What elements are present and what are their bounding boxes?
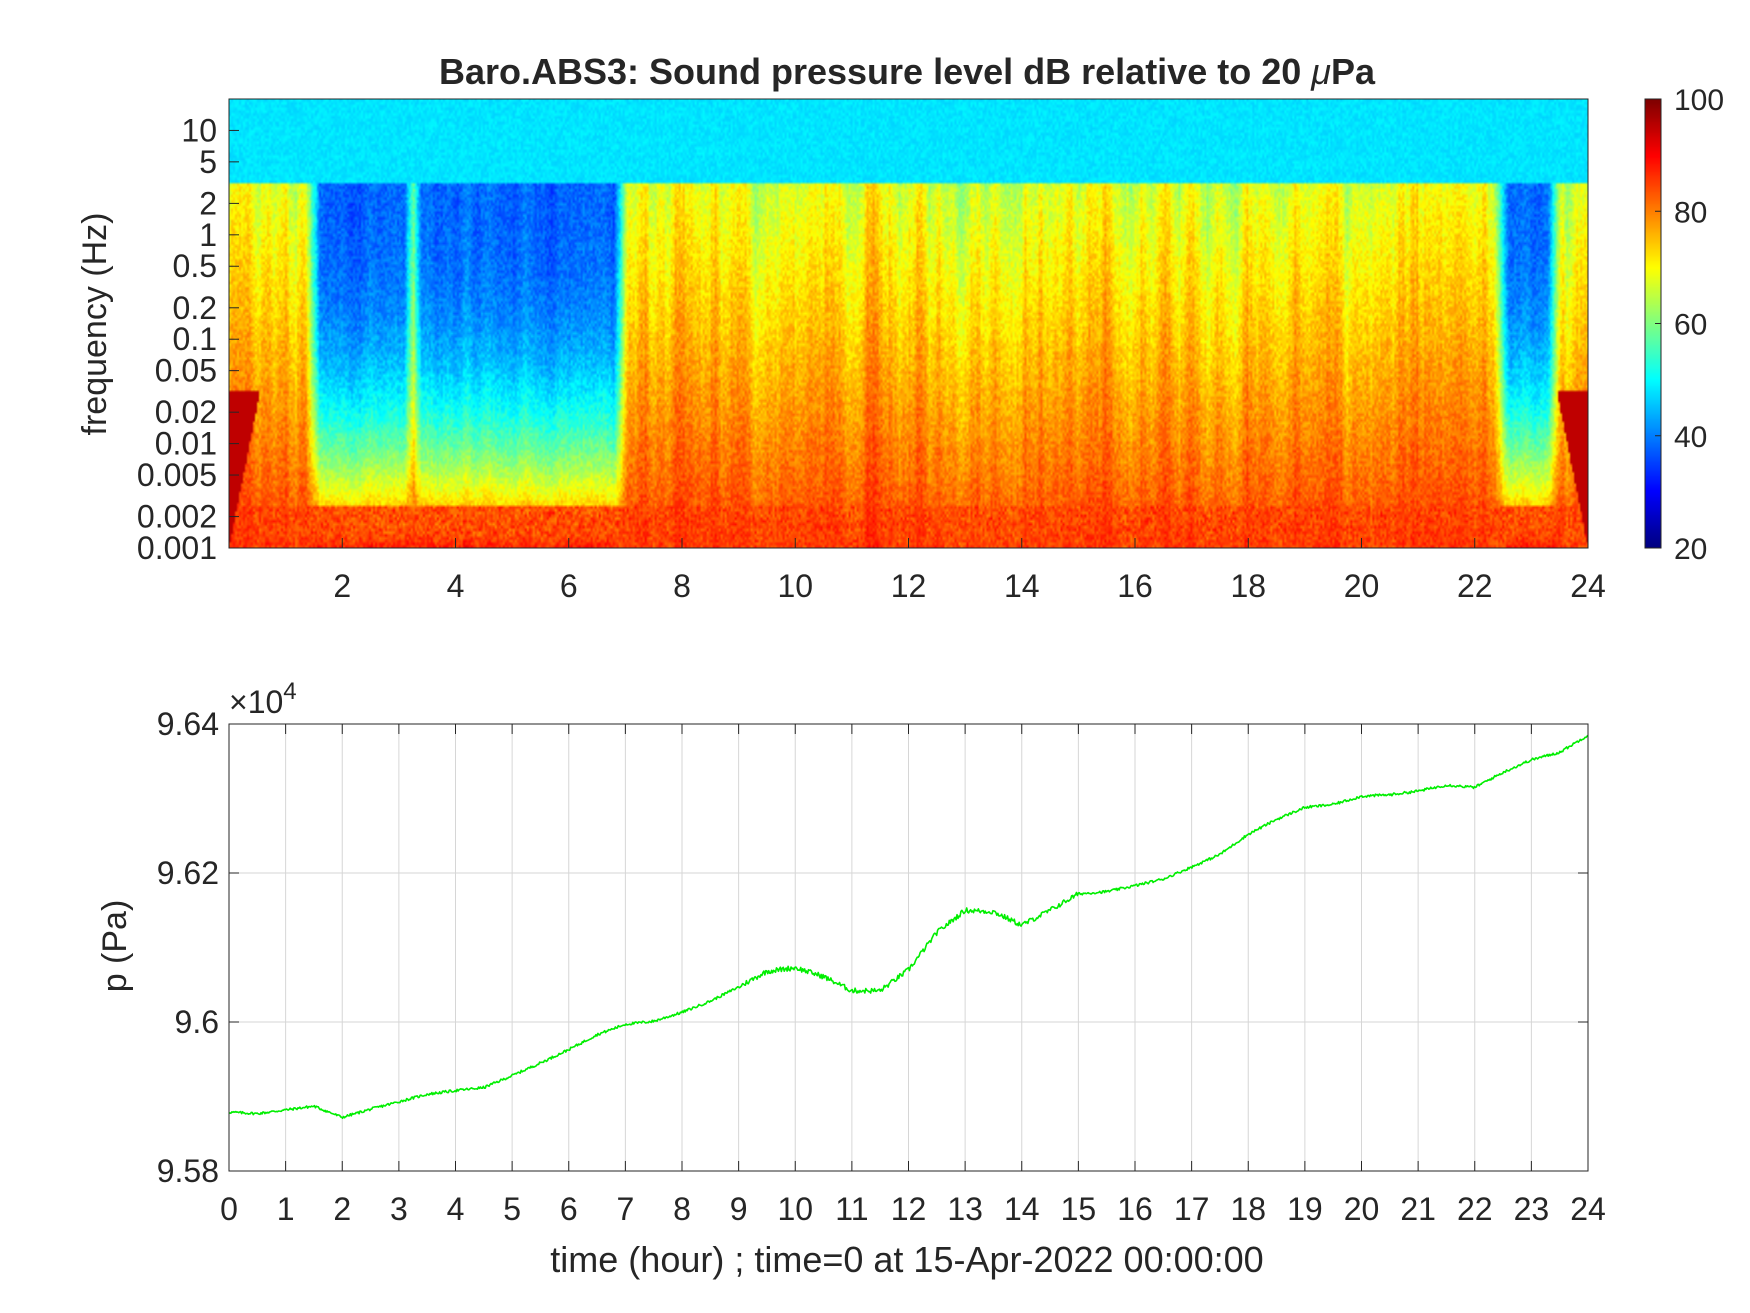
spectrogram-y-tick-label: 10 [181,112,217,148]
colorbar-ticks: 100 80 60 40 20 [1655,84,1724,566]
colorbar-tick-label: 40 [1674,421,1707,454]
spectrogram-x-tick-label: 12 [891,568,927,604]
spectrogram-y-tick-label: 0.5 [173,248,217,284]
spectrogram-y-tick-label: 0.02 [155,394,217,430]
spectrogram-x-tick-label: 16 [1117,568,1153,604]
pressure-x-tick-label: 5 [503,1191,521,1227]
pressure-x-tick-label: 15 [1061,1191,1097,1227]
spectrogram-x-tick-label: 24 [1570,568,1606,604]
pressure-x-tick-label: 16 [1117,1191,1153,1227]
spectrogram-x-tick-label: 14 [1004,568,1040,604]
spectrogram-y-tick-label: 0.002 [137,499,217,535]
pressure-x-tick-label: 2 [333,1191,351,1227]
pressure-x-tick-label: 19 [1287,1191,1323,1227]
pressure-y-label: p (Pa) [96,900,134,993]
pressure-x-tick-label: 6 [560,1191,578,1227]
spectrogram-x-tick-label: 20 [1344,568,1380,604]
spectrogram-x-ticks: 2 4 6 8 10 12 14 16 18 20 22 24 [333,538,1606,604]
spectrogram-y-ticks: 105 210.5 0.20.10.05 0.020.010.005 0.0020.00… [137,112,239,566]
pressure-x-tick-label: 21 [1400,1191,1436,1227]
spectrogram-x-tick-label: 18 [1230,568,1266,604]
pressure-x-tick-label: 14 [1004,1191,1040,1227]
pressure-y-tick-label: 9.62 [157,855,219,891]
spectrogram-x-tick-label: 8 [673,568,691,604]
pressure-x-tick-label: 22 [1457,1191,1493,1227]
pressure-x-tick-label: 24 [1570,1191,1606,1227]
spectrogram-y-tick-label: 0.01 [155,426,217,462]
pressure-x-tick-label: 20 [1344,1191,1380,1227]
spectrogram-y-tick-label: 0.005 [137,457,217,493]
pressure-y-tick-label: 9.6 [175,1004,219,1040]
pressure-x-tick-label: 23 [1514,1191,1550,1227]
pressure-y-tick-label: 9.58 [157,1153,219,1189]
colorbar-tick-label: 60 [1674,309,1707,342]
spectrogram-y-tick-label: 2 [199,185,217,221]
colorbar-tick-label: 80 [1674,196,1707,229]
pressure-x-tick-label: 9 [730,1191,748,1227]
spectrogram-x-tick-label: 6 [560,568,578,604]
spectrogram-y-tick-label: 0.001 [137,530,217,566]
pressure-x-ticks: 0 1 2 3 4 5 6 7 8 9 10 11 12 13 14 15 16 17 18 19 20 21 22 23 24 [220,724,1606,1227]
spectrogram-y-tick-label: 0.05 [155,353,217,389]
pressure-x-tick-label: 10 [777,1191,813,1227]
pressure-y-tick-label: 9.64 [157,706,219,742]
pressure-y-ticks: 9.64 9.62 9.6 9.58 [157,706,1588,1189]
spectrogram-y-tick-label: 5 [199,144,217,180]
pressure-x-tick-label: 4 [447,1191,465,1227]
spectrogram-x-tick-label: 22 [1457,568,1493,604]
pressure-x-tick-label: 1 [277,1191,295,1227]
pressure-x-tick-label: 7 [616,1191,634,1227]
spectrogram-y-tick-label: 0.2 [173,290,217,326]
spectrogram-x-tick-label: 4 [447,568,465,604]
pressure-series-line [228,734,1589,1120]
pressure-x-label: time (hour) ; time=0 at 15-Apr-2022 00:0… [550,1239,1263,1280]
spectrogram-x-tick-label: 10 [777,568,813,604]
pressure-x-tick-label: 8 [673,1191,691,1227]
spectrogram-y-label: frequency (Hz) [76,213,114,436]
pressure-x-tick-label: 0 [220,1191,238,1227]
spectrogram-image [229,99,1588,548]
spectrogram-x-tick-label: 2 [333,568,351,604]
spectrogram-y-tick-label: 1 [199,217,217,253]
pressure-x-tick-label: 13 [947,1191,983,1227]
colorbar-tick-label: 100 [1674,84,1724,117]
spectrogram-title: Baro.ABS3: Sound pressure level dB relat… [439,51,1376,92]
colorbar-tick-label: 20 [1674,533,1707,566]
pressure-x-tick-label: 11 [835,1191,868,1227]
pressure-panel: 0 1 2 3 4 5 6 7 8 9 10 11 12 13 14 15 16 17 18 19 20 21 22 23 24… [96,678,1606,1280]
pressure-x-tick-label: 18 [1230,1191,1266,1227]
pressure-x-tick-label: 17 [1174,1191,1210,1227]
pressure-x-tick-label: 12 [891,1191,927,1227]
spectrogram-panel: Baro.ABS3: Sound pressure level dB relat… [76,51,1724,604]
spectrogram-y-tick-label: 0.1 [173,321,217,357]
pressure-x-tick-label: 3 [390,1191,408,1227]
pressure-y-exponent: ×104 [229,678,297,720]
